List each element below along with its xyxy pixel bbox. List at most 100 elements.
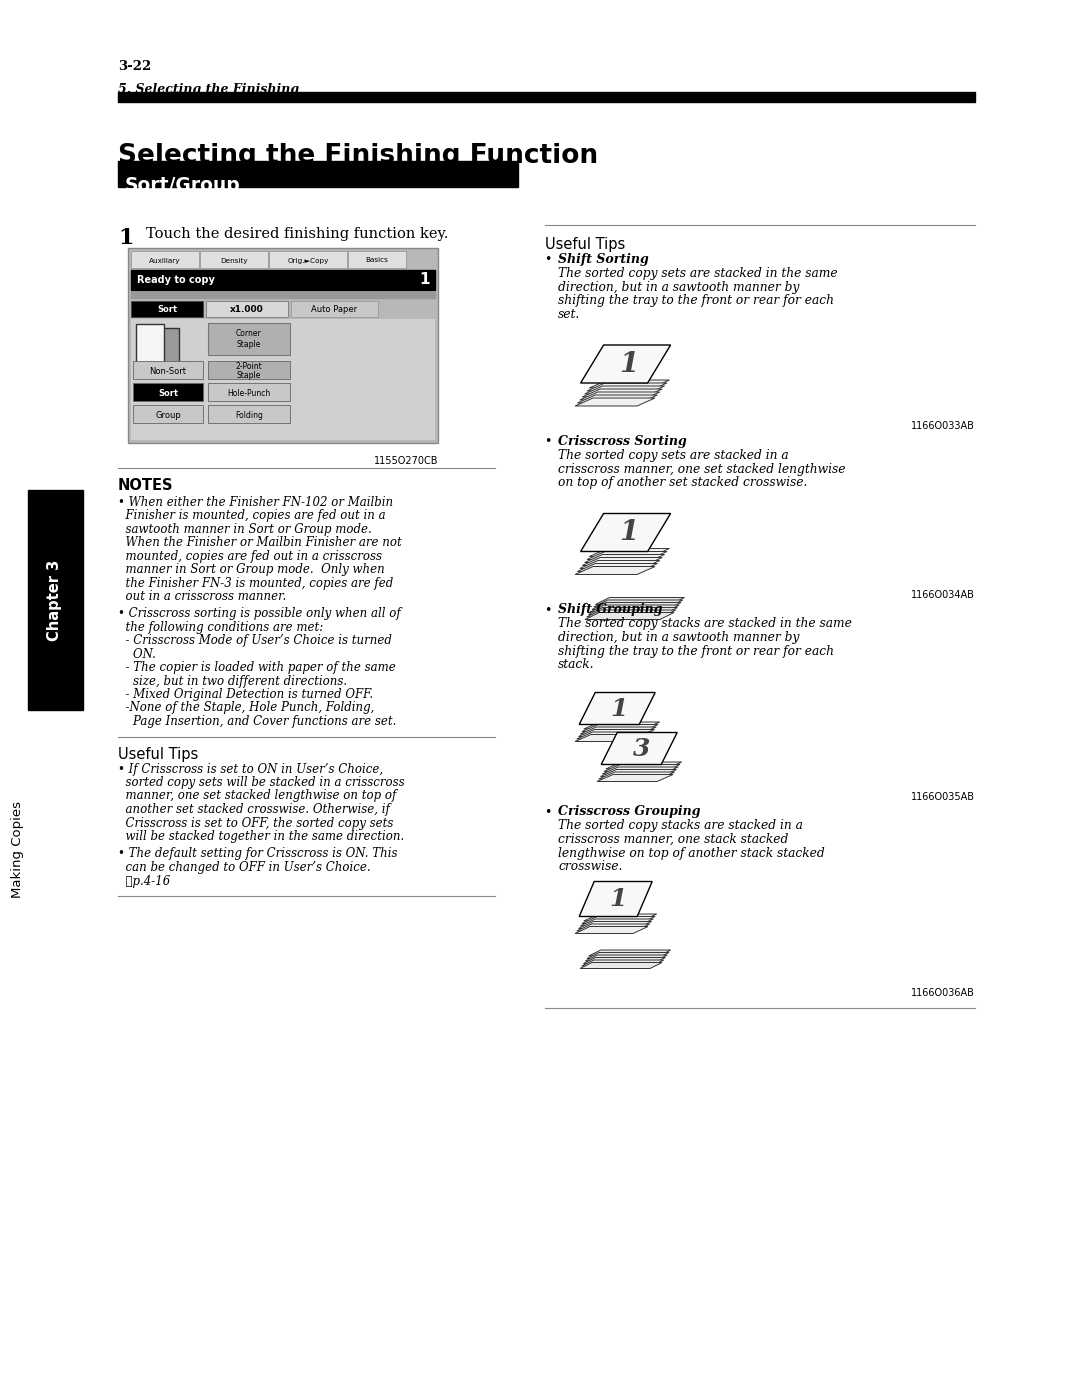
Polygon shape — [600, 770, 676, 777]
Polygon shape — [580, 560, 660, 569]
Text: Auto Paper: Auto Paper — [311, 306, 357, 314]
Polygon shape — [584, 914, 657, 921]
Bar — [133, 383, 203, 401]
Text: - The copier is loaded with paper of the same: - The copier is loaded with paper of the… — [118, 661, 395, 673]
Text: can be changed to OFF in User’s Choice.: can be changed to OFF in User’s Choice. — [118, 861, 370, 875]
Text: •: • — [545, 806, 556, 819]
Text: •: • — [545, 253, 556, 265]
Polygon shape — [582, 916, 654, 923]
Text: Auxiliary: Auxiliary — [149, 257, 180, 264]
Text: The sorted copy stacks are stacked in the same: The sorted copy stacks are stacked in th… — [558, 617, 852, 630]
Text: - Mixed Original Detection is turned OFF.: - Mixed Original Detection is turned OFF… — [118, 687, 373, 701]
Bar — [208, 383, 291, 401]
Text: Crisscross is set to OFF, the sorted copy sets: Crisscross is set to OFF, the sorted cop… — [118, 816, 393, 830]
Text: shifting the tray to the front or rear for each: shifting the tray to the front or rear f… — [558, 644, 834, 658]
Polygon shape — [582, 557, 662, 566]
Text: Folding: Folding — [235, 411, 262, 419]
Text: 1166O036AB: 1166O036AB — [912, 989, 975, 999]
Text: crisscross manner, one set stacked lengthwise: crisscross manner, one set stacked lengt… — [558, 462, 846, 475]
Text: Density: Density — [220, 257, 247, 264]
Text: crosswise.: crosswise. — [558, 861, 622, 873]
Text: 1: 1 — [619, 520, 638, 546]
Bar — [131, 270, 435, 291]
Bar — [131, 292, 435, 298]
Bar — [131, 251, 199, 268]
Polygon shape — [581, 514, 671, 552]
Text: Orig.►Copy: Orig.►Copy — [287, 257, 328, 264]
Text: Shift Sorting: Shift Sorting — [558, 253, 649, 265]
Text: Group: Group — [156, 411, 180, 419]
Bar — [133, 405, 203, 423]
Text: • The default setting for Crisscross is ON. This: • The default setting for Crisscross is … — [118, 848, 397, 861]
Text: • Crisscross sorting is possible only when all of: • Crisscross sorting is possible only wh… — [118, 608, 401, 620]
Polygon shape — [589, 950, 671, 956]
Text: will be stacked together in the same direction.: will be stacked together in the same dir… — [118, 830, 404, 842]
Text: x1.000: x1.000 — [230, 306, 264, 314]
Text: the following conditions are met:: the following conditions are met: — [118, 620, 323, 633]
Polygon shape — [586, 610, 676, 617]
Bar — [28, 490, 83, 710]
Text: Making Copies: Making Copies — [12, 802, 25, 898]
Polygon shape — [584, 722, 660, 729]
Polygon shape — [580, 919, 653, 926]
Text: NOTES: NOTES — [118, 478, 174, 493]
Text: Basics: Basics — [365, 257, 389, 264]
Text: -None of the Staple, Hole Punch, Folding,: -None of the Staple, Hole Punch, Folding… — [118, 701, 375, 714]
Polygon shape — [578, 563, 658, 571]
Text: • When either the Finisher FN-102 or Mailbin: • When either the Finisher FN-102 or Mai… — [118, 496, 393, 509]
Polygon shape — [602, 732, 677, 764]
Text: the Finisher FN-3 is mounted, copies are fed: the Finisher FN-3 is mounted, copies are… — [118, 577, 393, 590]
Text: 3-22: 3-22 — [118, 60, 151, 73]
Polygon shape — [585, 612, 674, 619]
Bar — [118, 92, 975, 102]
Text: 1: 1 — [610, 697, 627, 721]
Bar — [133, 360, 203, 379]
Polygon shape — [577, 923, 650, 930]
Polygon shape — [582, 388, 662, 397]
Text: Chapter 3: Chapter 3 — [48, 559, 63, 641]
Polygon shape — [579, 729, 654, 736]
Text: •: • — [545, 604, 556, 616]
Text: 1: 1 — [609, 887, 626, 911]
Text: set.: set. — [558, 307, 580, 320]
Text: When the Finisher or Mailbin Finisher are not: When the Finisher or Mailbin Finisher ar… — [118, 536, 402, 549]
Polygon shape — [606, 761, 681, 768]
Bar — [118, 161, 518, 187]
Text: stack.: stack. — [558, 658, 594, 671]
Text: 1166O035AB: 1166O035AB — [912, 792, 975, 802]
Polygon shape — [594, 599, 683, 608]
Text: another set stacked crosswise. Otherwise, if: another set stacked crosswise. Otherwise… — [118, 803, 390, 816]
Polygon shape — [588, 552, 667, 560]
Text: •: • — [545, 434, 556, 448]
Polygon shape — [583, 957, 665, 964]
Text: sorted copy sets will be stacked in a crisscross: sorted copy sets will be stacked in a cr… — [118, 775, 405, 789]
Polygon shape — [584, 386, 664, 394]
Text: Crisscross Grouping: Crisscross Grouping — [558, 806, 701, 819]
Text: direction, but in a sawtooth manner by: direction, but in a sawtooth manner by — [558, 631, 799, 644]
Polygon shape — [575, 926, 648, 933]
Text: crisscross manner, one stack stacked: crisscross manner, one stack stacked — [558, 833, 788, 847]
Text: 1: 1 — [118, 226, 134, 249]
Polygon shape — [577, 732, 652, 739]
Text: Useful Tips: Useful Tips — [118, 746, 199, 761]
Bar — [131, 300, 203, 317]
Text: 1155O270CB: 1155O270CB — [374, 455, 438, 467]
Polygon shape — [604, 764, 680, 771]
Bar — [151, 328, 179, 366]
Text: 1: 1 — [619, 351, 638, 377]
Text: The sorted copy sets are stacked in a: The sorted copy sets are stacked in a — [558, 448, 788, 462]
Polygon shape — [575, 735, 651, 742]
Polygon shape — [582, 725, 658, 732]
Polygon shape — [580, 726, 657, 733]
Bar — [131, 319, 435, 440]
Bar — [136, 324, 164, 362]
Text: 5. Selecting the Finishing: 5. Selecting the Finishing — [118, 82, 299, 96]
Polygon shape — [597, 774, 673, 781]
Text: out in a crisscross manner.: out in a crisscross manner. — [118, 591, 286, 604]
Polygon shape — [578, 395, 658, 402]
Text: Non-Sort: Non-Sort — [149, 366, 187, 376]
Text: 1166O033AB: 1166O033AB — [912, 420, 975, 432]
Polygon shape — [598, 773, 675, 780]
Text: Selecting the Finishing Function: Selecting the Finishing Function — [118, 142, 598, 169]
Text: Sort/Group: Sort/Group — [125, 176, 241, 196]
